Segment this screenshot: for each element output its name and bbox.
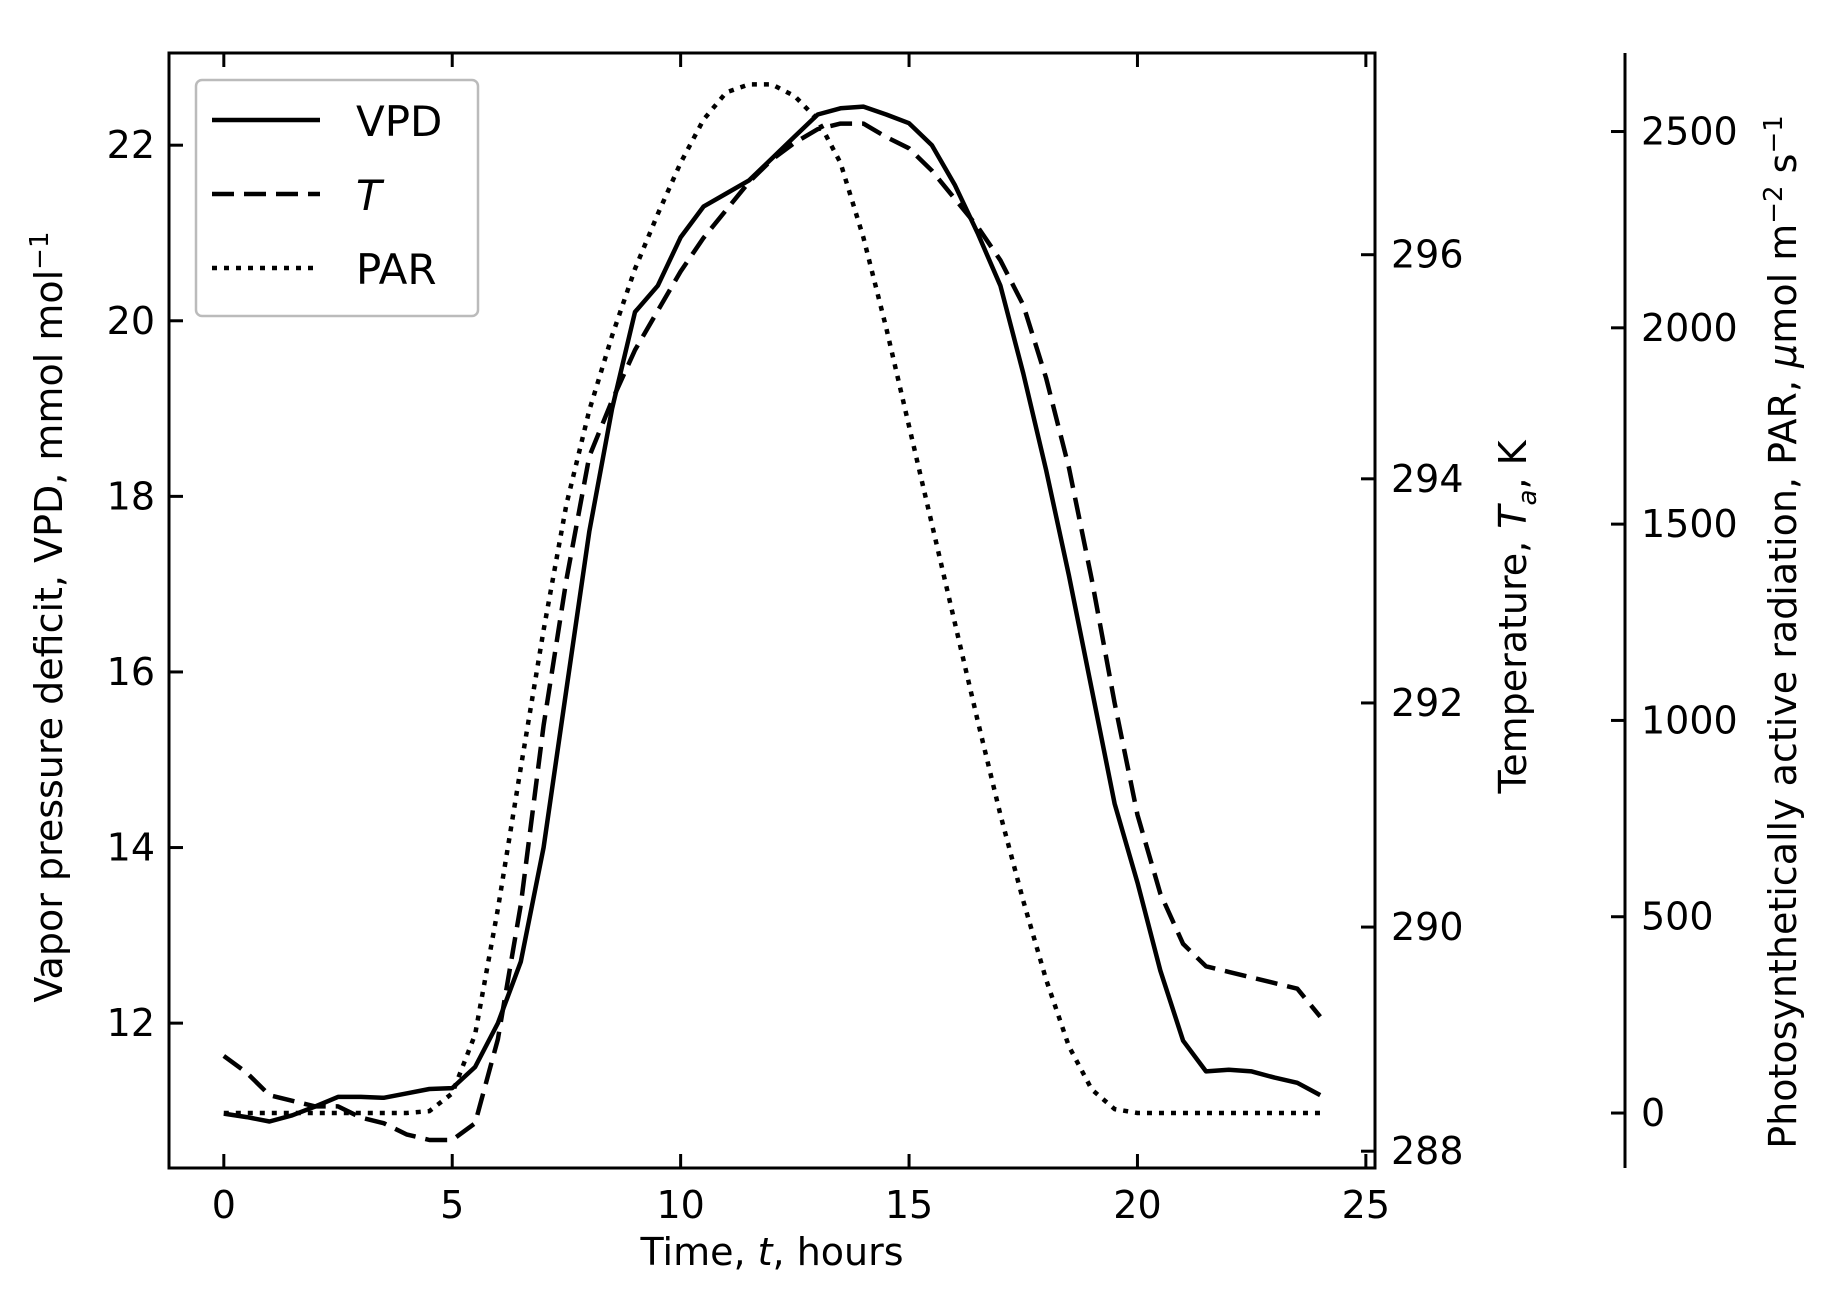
- y-par-tick-label-3: 1500: [1641, 502, 1738, 546]
- y-left-tick-label-4: 20: [107, 299, 155, 343]
- y-temp-tick-label-3: 294: [1391, 457, 1464, 501]
- x-tick-label-1: 5: [440, 1183, 464, 1227]
- legend: VPD T PAR: [194, 78, 480, 318]
- x-tick-label-2: 10: [656, 1183, 704, 1227]
- series-line-vpd: [223, 104, 1322, 1124]
- legend-label-par: PAR: [356, 245, 437, 294]
- plot-lines: [222, 82, 1322, 1143]
- x-tick-label-5: 25: [1342, 1183, 1390, 1227]
- y-left-tick-label-3: 18: [107, 474, 155, 518]
- y-axis-label-left: Vapor pressure deficit, VPD, mmol mol−1: [25, 232, 71, 1003]
- series-line-t: [222, 121, 1322, 1143]
- y-left-tick-label-1: 14: [107, 826, 155, 870]
- series-line-par: [223, 82, 1321, 1116]
- y-left-tick-label-5: 22: [107, 123, 155, 167]
- legend-label-vpd: VPD: [356, 97, 442, 146]
- y-par-tick-label-4: 2000: [1641, 306, 1738, 350]
- y-temp-tick-label-4: 296: [1391, 233, 1464, 277]
- x-tick-label-3: 15: [885, 1183, 933, 1227]
- y-temp-tick-label-2: 292: [1391, 681, 1464, 725]
- y-par-tick-label-1: 500: [1641, 895, 1714, 939]
- y-left-tick-label-2: 16: [107, 650, 155, 694]
- y-temp-tick-label-0: 288: [1391, 1129, 1464, 1173]
- legend-label-t: T: [356, 171, 385, 220]
- y-left-tick-label-0: 12: [107, 1001, 155, 1045]
- axes: 0 5 10 15 20 25 12 14 16 18 20 22 288 290 292 294 296 0 50…: [107, 53, 1738, 1227]
- x-tick-label-4: 20: [1113, 1183, 1161, 1227]
- x-axis-label: Time, t, hours: [639, 1230, 903, 1274]
- x-tick-label-0: 0: [212, 1183, 236, 1227]
- y-par-tick-label-0: 0: [1641, 1091, 1665, 1135]
- y-par-tick-label-2: 1000: [1641, 698, 1738, 742]
- y-temp-tick-label-1: 290: [1391, 905, 1464, 949]
- plot-frame: [167, 51, 1377, 1170]
- legend-box: [194, 78, 480, 318]
- y-axis-label-temperature: Temperature, Ta, K: [1491, 439, 1543, 794]
- y-axis-label-par: Photosynthetically active radiation, PAR…: [1759, 115, 1805, 1149]
- y-par-tick-label-5: 2500: [1641, 110, 1738, 154]
